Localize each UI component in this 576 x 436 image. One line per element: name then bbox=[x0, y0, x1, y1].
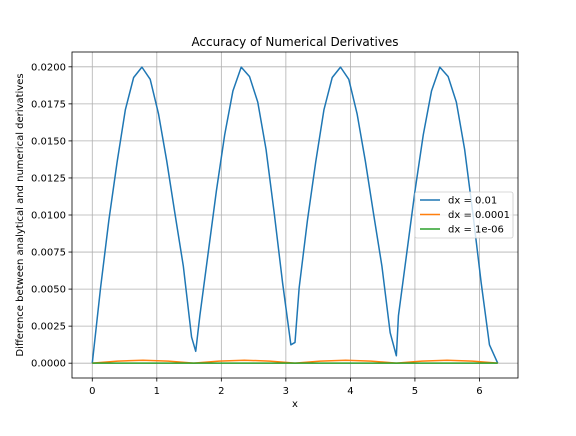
x-tick-label: 5 bbox=[412, 386, 418, 397]
y-tick-label: 0.0100 bbox=[31, 211, 66, 222]
y-tick-label: 0.0000 bbox=[31, 359, 66, 370]
x-axis-label: x bbox=[292, 399, 298, 410]
y-axis-ticks: 0.0000 0.0025 0.0050 0.0075 0.0100 0.0125 0.01… bbox=[31, 62, 72, 369]
x-tick-label: 4 bbox=[347, 386, 353, 397]
y-tick-label: 0.0075 bbox=[31, 248, 66, 259]
y-tick-label: 0.0025 bbox=[31, 322, 66, 333]
chart-title: Accuracy of Numerical Derivatives bbox=[191, 35, 398, 49]
y-tick-label: 0.0125 bbox=[31, 173, 66, 184]
legend-label-2: dx = 0.0001 bbox=[448, 210, 510, 221]
y-tick-label: 0.0150 bbox=[31, 136, 66, 147]
x-tick-label: 2 bbox=[218, 386, 224, 397]
x-tick-label: 6 bbox=[476, 386, 482, 397]
legend-label-1: dx = 0.01 bbox=[448, 196, 497, 207]
legend-label-3: dx = 1e-06 bbox=[448, 225, 504, 236]
x-tick-label: 0 bbox=[89, 386, 95, 397]
x-tick-label: 1 bbox=[154, 386, 160, 397]
y-tick-label: 0.0175 bbox=[31, 99, 66, 110]
y-tick-label: 0.0050 bbox=[31, 285, 66, 296]
y-axis-label: Difference between analytical and numeri… bbox=[15, 73, 26, 356]
legend: dx = 0.01 dx = 0.0001 dx = 1e-06 bbox=[415, 192, 513, 238]
y-tick-label: 0.0200 bbox=[31, 62, 66, 73]
x-tick-label: 3 bbox=[283, 386, 289, 397]
